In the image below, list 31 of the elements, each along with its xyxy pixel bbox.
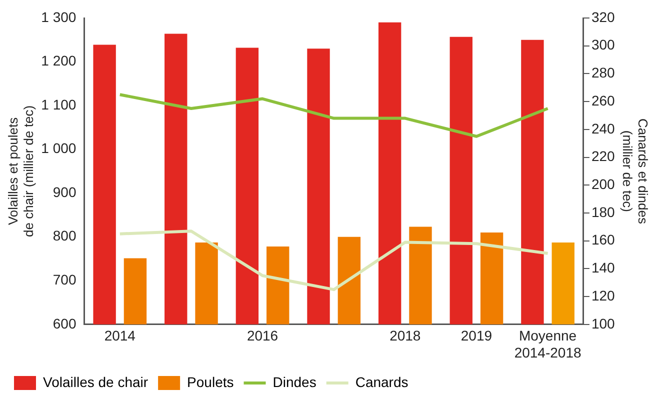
legend-label: Dindes	[272, 374, 316, 390]
y2-tick-label: 260	[591, 92, 616, 108]
y2-tick-label: 320	[591, 8, 616, 25]
x-tick-label: 2019	[460, 328, 492, 344]
y2-tick-label: 300	[591, 36, 616, 53]
y2-tick-label: 180	[591, 204, 616, 220]
x-tick-label: 2016	[246, 328, 278, 344]
legend-label: Poulets	[187, 374, 234, 390]
x-tick-label: Moyenne 2014-2018	[514, 328, 582, 360]
y2-tick-label: 120	[591, 287, 616, 304]
y2-tick-label: 220	[591, 148, 616, 164]
x-tick-label: 2014	[104, 328, 136, 344]
y-tick-label: 1 200	[41, 52, 76, 69]
y-tick-label: 800	[52, 228, 76, 244]
y2-tick-label: 280	[591, 64, 616, 81]
y2-tick-label: 160	[591, 232, 616, 248]
y2-tick-label: 200	[591, 176, 616, 192]
y-axis-title: Volailles et poulets de chair (millier de tec)	[5, 105, 36, 237]
legend-label: Canards	[355, 374, 408, 390]
y-tick-label: 900	[52, 184, 76, 200]
y2-tick-label: 100	[591, 315, 616, 332]
y-tick-label: 1 100	[41, 96, 76, 112]
y-tick-label: 1 300	[41, 8, 76, 25]
y-tick-label: 600	[52, 315, 76, 332]
y2-axis-title: Canards et dindes (millier de tec)	[620, 118, 651, 224]
x-tick-label: 2018	[390, 328, 421, 344]
y-tick-label: 1 000	[41, 140, 76, 156]
legend-label: Volailles de chair	[43, 374, 148, 390]
y2-tick-label: 240	[591, 120, 616, 136]
y-tick-label: 700	[52, 271, 76, 288]
y2-tick-label: 140	[591, 260, 616, 276]
